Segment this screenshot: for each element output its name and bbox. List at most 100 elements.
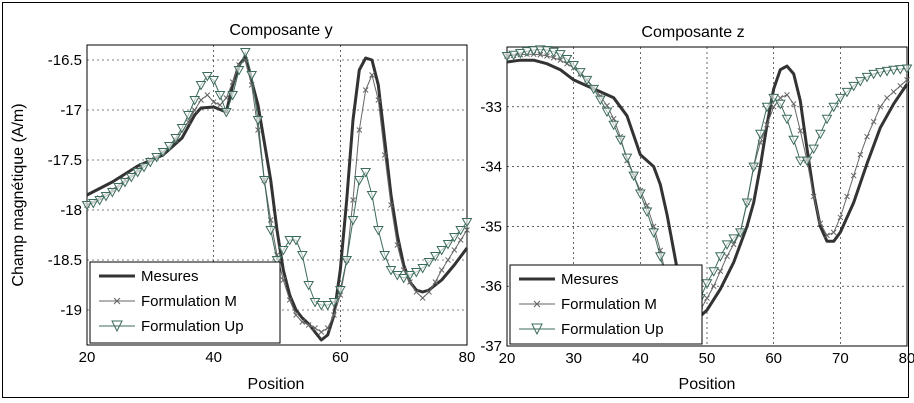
data-point-formulation-m <box>388 202 394 208</box>
data-point-formulation-m <box>710 283 717 290</box>
data-point-formulation-up <box>821 114 833 125</box>
legend-label-formulation-m-z: Formulation M <box>561 296 657 313</box>
y-tick-label: -36 <box>480 278 502 295</box>
data-point-formulation-up <box>163 142 175 152</box>
data-point-formulation-up <box>701 279 713 289</box>
data-point-formulation-up <box>290 236 302 246</box>
data-point-formulation-m <box>777 94 784 101</box>
data-point-formulation-m <box>318 329 325 335</box>
data-point-formulation-up <box>641 207 653 217</box>
data-point-formulation-up <box>581 75 593 86</box>
data-point-formulation-m <box>810 193 817 200</box>
data-point-formulation-up <box>514 48 526 59</box>
y-tick-label: -34 <box>480 159 502 176</box>
data-point-formulation-m <box>419 295 426 301</box>
legend-marker-triangle-y <box>111 320 123 333</box>
chart-title-y: Composante y <box>229 22 332 39</box>
data-point-formulation-up <box>372 226 384 236</box>
x-ticks-z: 20 30 40 50 60 70 80 <box>499 350 914 367</box>
data-point-formulation-m <box>204 92 211 98</box>
data-point-formulation-up <box>132 168 144 178</box>
data-point-formulation-m <box>857 151 864 158</box>
data-point-formulation-m <box>438 267 445 273</box>
data-point-formulation-up <box>594 95 606 106</box>
data-point-formulation-m <box>837 214 844 221</box>
data-point-formulation-m <box>717 268 724 275</box>
x-tick-label: 20 <box>79 349 96 366</box>
data-point-formulation-m <box>223 95 230 101</box>
data-point-formulation-up <box>788 135 800 146</box>
data-point-formulation-m <box>451 247 458 253</box>
data-point-formulation-up <box>94 196 106 206</box>
data-point-formulation-up <box>808 144 820 155</box>
data-point-formulation-up <box>410 268 422 278</box>
data-point-formulation-up <box>761 102 773 113</box>
data-point-formulation-up <box>195 81 207 91</box>
x-tick-label: 80 <box>899 350 914 367</box>
x-tick-label: 70 <box>832 350 849 367</box>
data-point-formulation-m <box>557 57 564 64</box>
x-tick-label: 50 <box>699 350 716 367</box>
data-point-formulation-m <box>312 325 318 331</box>
data-point-formulation-up <box>574 68 586 78</box>
legend-z: Mesures Formulation M Formulation Up <box>509 264 703 345</box>
data-point-formulation-up <box>296 251 308 261</box>
data-point-formulation-up <box>874 68 886 78</box>
legend-marker-triangle-z <box>531 323 543 336</box>
x-tick-label: 30 <box>565 350 582 367</box>
data-point-formulation-up <box>881 66 893 77</box>
data-point-formulation-up <box>220 108 232 118</box>
data-point-formulation-up <box>347 216 359 226</box>
data-point-formulation-up <box>801 156 813 167</box>
data-point-formulation-up <box>252 116 264 126</box>
data-point-formulation-up <box>848 81 860 92</box>
data-point-formulation-up <box>360 168 372 178</box>
data-point-formulation-m <box>604 102 610 109</box>
data-point-formulation-up <box>894 65 906 75</box>
series-mesures <box>506 58 909 324</box>
data-point-formulation-up <box>208 76 220 86</box>
data-point-formulation-up <box>721 240 733 250</box>
data-point-formulation-up <box>501 51 513 62</box>
panel-composante-z: 20 30 40 50 60 70 80 -33 -34 -35 -36 -37 Composant… <box>480 24 914 393</box>
data-point-formulation-m <box>870 118 877 125</box>
data-point-formulation-up <box>113 183 125 193</box>
data-point-formulation-up <box>734 228 746 238</box>
data-point-formulation-up <box>303 281 315 291</box>
data-point-formulation-up <box>144 158 156 168</box>
data-point-formulation-up <box>125 173 137 183</box>
legend-y: Mesures Formulation M Formulation Up <box>89 261 281 344</box>
data-point-formulation-up <box>239 48 251 58</box>
data-point-formulation-up <box>588 84 600 95</box>
data-point-formulation-m <box>830 229 837 236</box>
data-point-formulation-m <box>550 54 557 61</box>
data-point-formulation-m <box>293 312 299 318</box>
data-point-formulation-up <box>284 236 296 246</box>
x-tick-label: 80 <box>459 349 476 366</box>
legend-label-mesures-y: Mesures <box>141 268 199 285</box>
data-point-formulation-m <box>790 100 797 107</box>
data-point-formulation-up <box>714 252 726 262</box>
data-point-formulation-up <box>508 50 520 61</box>
data-point-formulation-up <box>404 271 416 281</box>
legend-marker-x-y <box>113 297 121 305</box>
data-point-formulation-m <box>864 133 870 140</box>
data-point-formulation-up <box>621 153 633 164</box>
data-point-formulation-m <box>185 119 192 125</box>
data-point-formulation-up <box>277 246 289 256</box>
data-point-formulation-m <box>704 295 710 302</box>
data-point-formulation-up <box>379 251 391 261</box>
data-point-formulation-up <box>888 65 900 76</box>
data-point-formulation-up <box>100 192 112 202</box>
data-point-formulation-up <box>417 264 429 274</box>
data-point-formulation-up <box>608 120 620 131</box>
data-point-formulation-up <box>366 191 378 201</box>
data-point-formulation-up <box>814 129 826 140</box>
data-point-formulation-up <box>265 226 277 236</box>
data-point-formulation-up <box>794 156 806 167</box>
data-point-formulation-up <box>429 252 441 262</box>
data-point-formulation-up <box>214 91 226 101</box>
legend-label-mesures-z: Mesures <box>561 271 619 288</box>
data-point-formulation-m <box>432 279 439 285</box>
legend-label-formulation-m-y: Formulation M <box>141 293 237 310</box>
